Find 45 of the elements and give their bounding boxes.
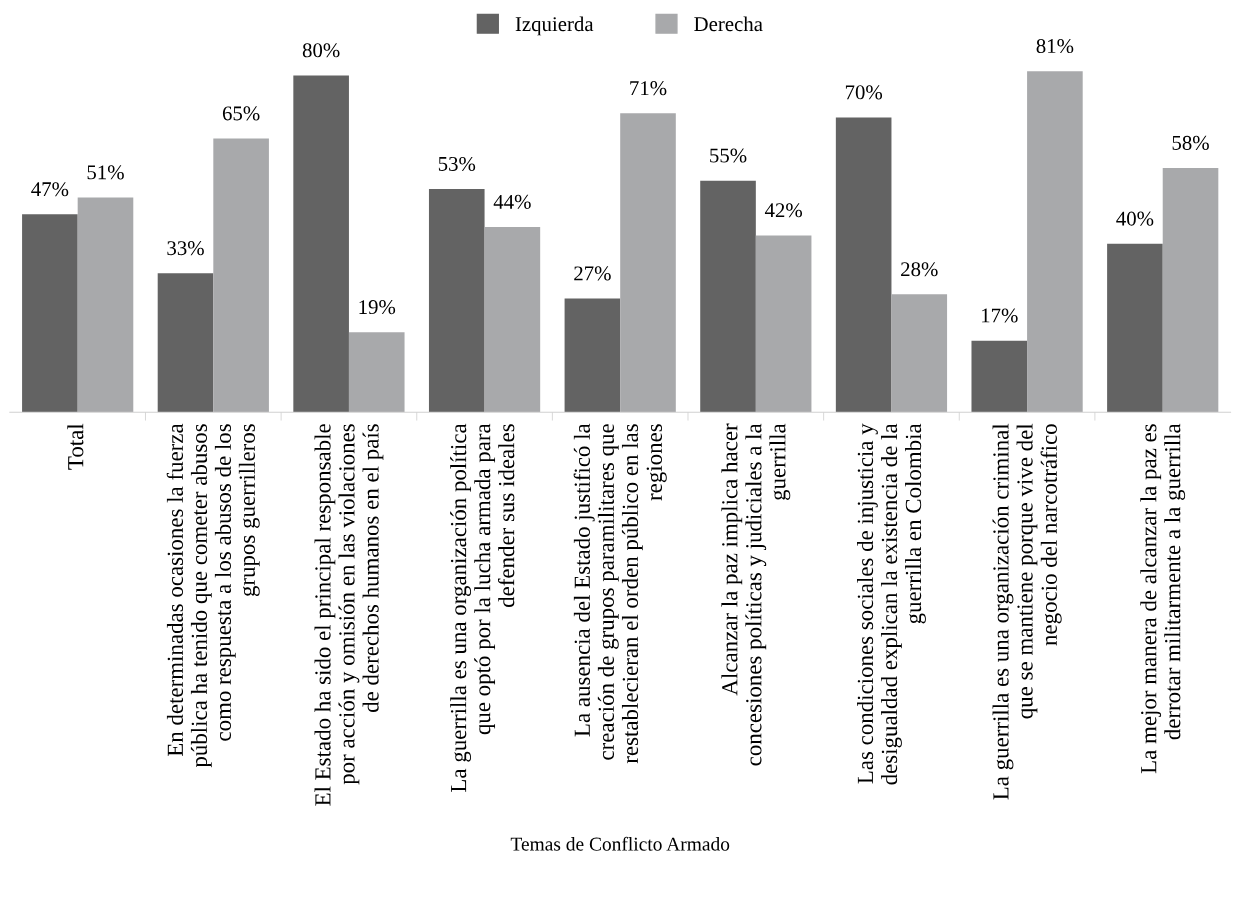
x-tick-label: La guerrilla es una organización política que optó por la lucha armada para defender sus ideales: [450, 423, 515, 792]
data-label: 40%: [1116, 211, 1154, 226]
bar: [835, 117, 892, 413]
bar: [700, 180, 756, 413]
bar: [891, 294, 948, 413]
data-label: 55%: [710, 148, 747, 163]
data-label: 81%: [1036, 38, 1074, 54]
bar: [428, 189, 485, 413]
x-tick-label: Total: [67, 423, 84, 470]
data-label: 70%: [845, 85, 883, 100]
data-label: 53%: [438, 156, 476, 172]
data-label: 19%: [359, 300, 396, 315]
data-label: 42%: [764, 203, 803, 218]
bar: [22, 214, 78, 413]
data-label: 33%: [167, 241, 204, 256]
data-label: 71%: [630, 81, 667, 96]
bar: [484, 226, 541, 413]
x-axis-title: Temas de Conflicto Armado: [510, 836, 730, 851]
x-tick-label: Alcanzar la paz implica hacer concesiones políticas y judiciales a la guerrilla: [721, 423, 791, 766]
data-label: 58%: [1172, 135, 1209, 150]
x-tick-label: La mejor manera de alcanzar la paz es derrotar militarmente a la guerrilla: [1140, 423, 1186, 774]
bar: [620, 113, 676, 413]
data-label: 17%: [982, 308, 1018, 323]
data-label: 51%: [87, 165, 124, 180]
bar: [564, 298, 621, 413]
data-label: 47%: [31, 182, 69, 197]
data-label: 27%: [574, 266, 611, 281]
bar: [971, 340, 1028, 413]
x-tick-label: La guerrilla es una organización criminal que se mantiene porque vive del negocio del narcotráfico: [992, 423, 1062, 800]
bar: [348, 332, 405, 413]
bar: [1027, 71, 1083, 413]
bar: [293, 75, 349, 413]
bar: [755, 235, 812, 413]
data-label: 44%: [493, 194, 531, 209]
bar: [77, 197, 134, 413]
legend-label: Izquierda: [515, 16, 594, 36]
data-label: 80%: [302, 43, 340, 58]
data-label: 28%: [901, 262, 938, 277]
data-label: 65%: [222, 106, 260, 121]
bar: [1162, 168, 1219, 413]
x-tick-label: En determinadas ocasiones la fuerza pública ha tenido que cometer abusos como respuesta a los abusos de los grupos guerrilleros: [166, 423, 260, 768]
bar: [157, 273, 214, 413]
bar: [1107, 243, 1163, 413]
bar: [213, 138, 269, 413]
legend-label: Derecha: [694, 16, 763, 32]
